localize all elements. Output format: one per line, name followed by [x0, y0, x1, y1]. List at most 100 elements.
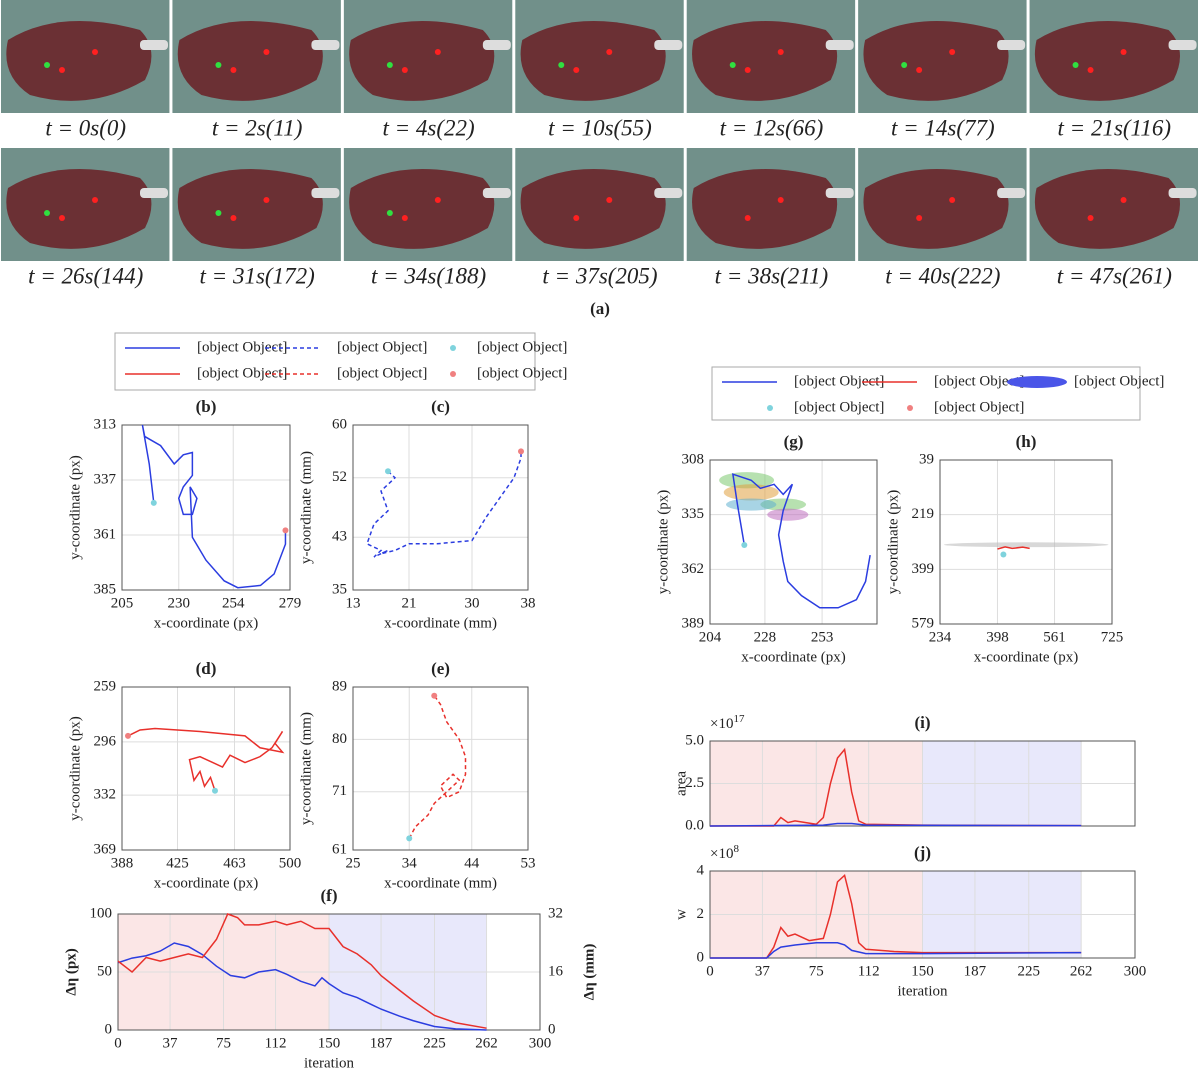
- green-dot: [44, 62, 50, 68]
- series-line: [117, 913, 487, 1029]
- photo: [686, 0, 856, 113]
- y-axis-label: y-coordinate (px): [885, 490, 901, 595]
- y-tick-label: 35: [332, 581, 347, 597]
- frame-label: t = 40s(222): [885, 263, 1000, 288]
- y-tick-label: 5.0: [685, 732, 704, 748]
- y-tick-label: 2: [697, 906, 705, 922]
- plot-frame: [939, 459, 1113, 625]
- y2-tick-label: 32: [548, 905, 563, 921]
- x-tick-label: 398: [986, 629, 1009, 645]
- y-tick-label: 80: [332, 731, 347, 747]
- frame-label: t = 37s(205): [542, 263, 657, 288]
- green-dot: [729, 62, 736, 68]
- plot-frame: [709, 870, 1136, 959]
- frame-label: t = 26s(144): [28, 263, 143, 288]
- plot-area: [940, 460, 1112, 624]
- y-tick-label: 0.0: [685, 817, 704, 833]
- x-tick-label: 225: [423, 1035, 446, 1051]
- x-tick-label: 37: [755, 963, 771, 979]
- red-dot: [401, 215, 408, 221]
- y2-tick-label: 0: [548, 1021, 556, 1037]
- clip: [140, 188, 168, 198]
- liver: [863, 169, 1009, 249]
- liver: [520, 21, 666, 101]
- liver: [349, 169, 495, 249]
- plot-frame: [352, 686, 529, 851]
- series-line: [997, 546, 1030, 550]
- red-dot: [92, 197, 98, 203]
- photo: [1029, 148, 1198, 261]
- liver: [1034, 169, 1180, 249]
- x-tick-label: 425: [166, 855, 189, 871]
- y-tick-label: 308: [682, 451, 705, 467]
- y-tick-label: 0: [105, 1021, 113, 1037]
- end-marker: [431, 692, 438, 699]
- start-marker: [150, 499, 157, 506]
- chart-title: (i): [914, 713, 930, 732]
- x-tick-label: 25: [346, 855, 361, 871]
- red-dot: [434, 197, 441, 203]
- y-tick-label: 43: [332, 529, 347, 545]
- photo: [343, 0, 513, 113]
- x-tick-label: 21: [402, 595, 417, 611]
- legend-label: [object Object]: [1074, 373, 1164, 389]
- frame-label: t = 2s(11): [212, 115, 302, 140]
- legend-marker: [907, 405, 913, 411]
- liver: [177, 21, 323, 101]
- x-tick-label: 204: [699, 629, 722, 645]
- x-tick-label: 53: [521, 855, 536, 871]
- photo: [858, 0, 1027, 113]
- start-marker: [212, 787, 218, 794]
- red-dot: [263, 197, 270, 203]
- legend-marker: [450, 371, 456, 377]
- series-line: [408, 695, 467, 839]
- x-tick-label: 254: [222, 595, 245, 611]
- x-tick-label: 30: [465, 595, 480, 611]
- frame-label: t = 21s(116): [1058, 115, 1171, 140]
- series-line: [127, 727, 285, 791]
- y-tick-label: 0: [697, 949, 705, 965]
- x-tick-label: 34: [402, 855, 418, 871]
- y-tick-label: 313: [94, 416, 117, 432]
- frame-label: t = 10s(55): [548, 115, 652, 140]
- frame-label: t = 31s(172): [200, 263, 315, 288]
- green-dot: [558, 62, 565, 68]
- ellipse: [943, 542, 1109, 548]
- red-dot: [1120, 197, 1127, 203]
- frame-label: t = 47s(261): [1057, 263, 1172, 288]
- multiplier-exponent: 8: [733, 843, 739, 855]
- chart-title: (g): [784, 432, 804, 451]
- liver: [349, 21, 495, 101]
- series-line: [366, 451, 522, 558]
- photo: [1, 148, 170, 261]
- red-dot: [606, 197, 613, 203]
- y-tick-label: 219: [912, 506, 935, 522]
- x-tick-label: 463: [223, 855, 246, 871]
- y-tick-label: 362: [682, 561, 705, 577]
- y-tick-label: 50: [97, 963, 112, 979]
- series-line: [141, 424, 287, 589]
- plot-area: [122, 425, 290, 590]
- plot-frame: [117, 913, 541, 1031]
- red-dot: [744, 215, 751, 221]
- clip: [825, 40, 854, 50]
- chart-title: (b): [196, 397, 217, 416]
- legend-label: [object Object]: [337, 339, 427, 355]
- liver: [692, 21, 838, 101]
- x-tick-label: 500: [279, 855, 302, 871]
- red-dot: [916, 67, 923, 73]
- red-dot: [573, 67, 580, 73]
- legend-label: [object Object]: [477, 339, 567, 355]
- series-line: [709, 822, 1082, 827]
- y-axis-label: y-coordinate (mm): [298, 451, 314, 564]
- chart-title: (d): [196, 659, 217, 678]
- red-dot: [230, 67, 237, 73]
- photo: [858, 148, 1027, 261]
- chart-title: (c): [431, 397, 450, 416]
- plot-frame: [352, 424, 529, 591]
- green-dot: [386, 210, 393, 216]
- y-tick-label: 2.5: [685, 775, 704, 791]
- start-marker: [741, 542, 748, 549]
- x-tick-label: 38: [521, 595, 536, 611]
